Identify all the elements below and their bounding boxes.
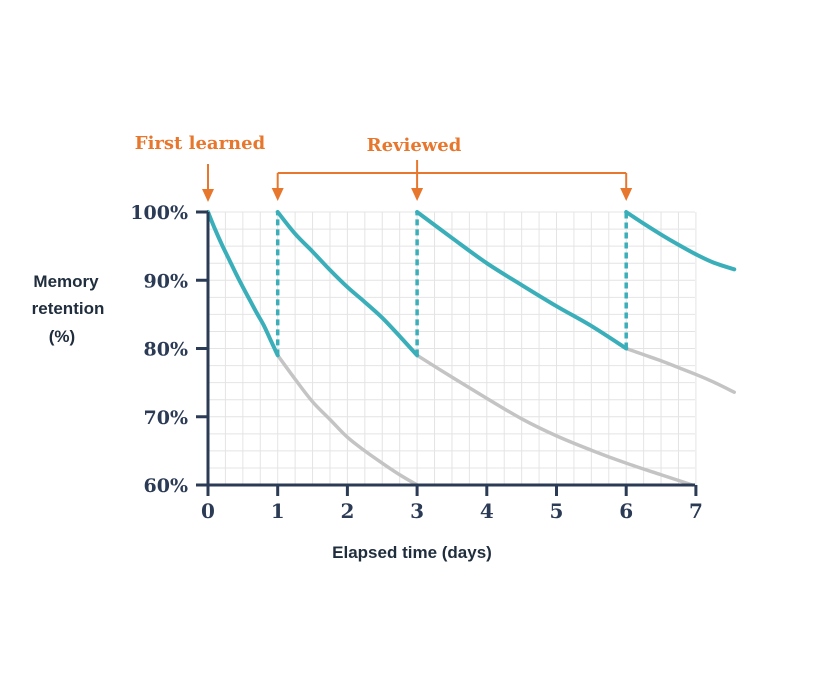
x-tick-label: 0 xyxy=(201,499,215,523)
retention-curve-3 xyxy=(415,210,629,351)
forgetting-curve-2 xyxy=(415,353,695,487)
x-tick-label: 7 xyxy=(689,499,703,523)
y-tick-label: 60% xyxy=(144,475,189,497)
reviewed-arrow-head xyxy=(271,188,284,201)
y-tick-label: 80% xyxy=(144,339,189,361)
y-axis-label-line-1: Memory xyxy=(33,272,99,291)
retention-curve-2 xyxy=(275,210,420,358)
tick-labels: 100% 90% 80% 70% 60% 0 1 2 3 4 5 6 7 xyxy=(130,202,703,523)
y-axis-label-line-2: retention xyxy=(32,299,105,318)
reviewed-arrow-head xyxy=(411,188,424,201)
x-tick-label: 5 xyxy=(550,499,564,523)
x-tick-label: 2 xyxy=(340,499,354,523)
y-tick-label: 70% xyxy=(144,407,189,429)
y-axis-label: Memory retention (%) xyxy=(32,272,105,346)
forgetting-curve-1 xyxy=(275,353,419,487)
annotations: First learned Reviewed xyxy=(135,133,633,202)
y-tick-label: 100% xyxy=(130,202,188,224)
reviewed-arrow-head xyxy=(620,188,633,201)
first-learned-arrow-head xyxy=(202,189,214,202)
forgetting-curve-3 xyxy=(624,346,736,394)
x-tick-label: 3 xyxy=(410,499,424,523)
x-tick-label: 4 xyxy=(480,499,494,523)
grid xyxy=(207,211,697,486)
first-learned-annotation: First learned xyxy=(135,133,266,154)
x-axis-label: Elapsed time (days) xyxy=(332,543,492,562)
x-tick-label: 1 xyxy=(271,499,285,523)
y-axis-label-line-3: (%) xyxy=(49,327,75,346)
reviewed-annotation: Reviewed xyxy=(367,135,462,156)
y-tick-label: 90% xyxy=(144,270,189,292)
retention-curve-1 xyxy=(206,210,280,358)
review-jumps xyxy=(275,212,628,356)
x-tick-label: 6 xyxy=(619,499,633,523)
curves xyxy=(206,210,737,487)
retention-curve-4 xyxy=(624,210,737,272)
